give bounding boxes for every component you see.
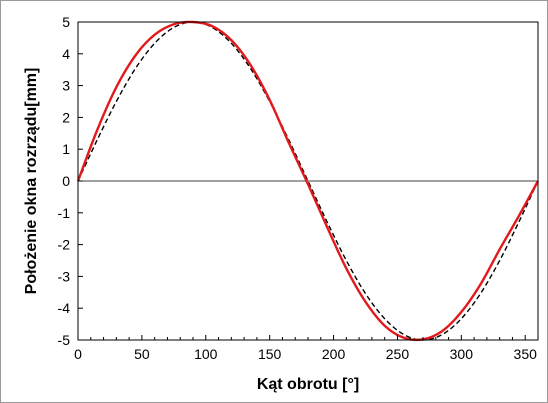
x-tick-label: 200 xyxy=(322,346,346,362)
y-tick-label: -1 xyxy=(58,205,71,221)
x-tick-label: 100 xyxy=(194,346,218,362)
y-tick-label: -5 xyxy=(58,332,71,348)
y-axis-label: Położenie okna rozrządu[mm] xyxy=(23,68,40,295)
y-tick-label: -2 xyxy=(58,237,71,253)
x-tick-label: 250 xyxy=(386,346,410,362)
y-tick-label: 5 xyxy=(62,14,70,30)
series-line-red xyxy=(76,20,540,342)
x-tick-label: 350 xyxy=(514,346,538,362)
y-tick-label: -4 xyxy=(58,300,71,316)
x-tick-label: 150 xyxy=(258,346,282,362)
x-tick-label: 0 xyxy=(74,346,82,362)
x-tick-label: 50 xyxy=(134,346,150,362)
y-tick-label: 2 xyxy=(62,109,70,125)
x-axis-label: Kąt obrotu [°] xyxy=(257,376,359,393)
y-tick-label: -3 xyxy=(58,268,71,284)
y-tick-label: 4 xyxy=(62,46,70,62)
x-tick-label: 300 xyxy=(450,346,474,362)
plot-marks xyxy=(76,20,540,342)
y-tick-label: 1 xyxy=(62,141,70,157)
axis-ticks: 0 50 100 150 200 250 300 350 5 4 3 2 1 0 -1 -2 -3 -4 -5 xyxy=(58,14,538,362)
y-tick-label: 3 xyxy=(62,78,70,94)
y-tick-label: 0 xyxy=(62,173,70,189)
